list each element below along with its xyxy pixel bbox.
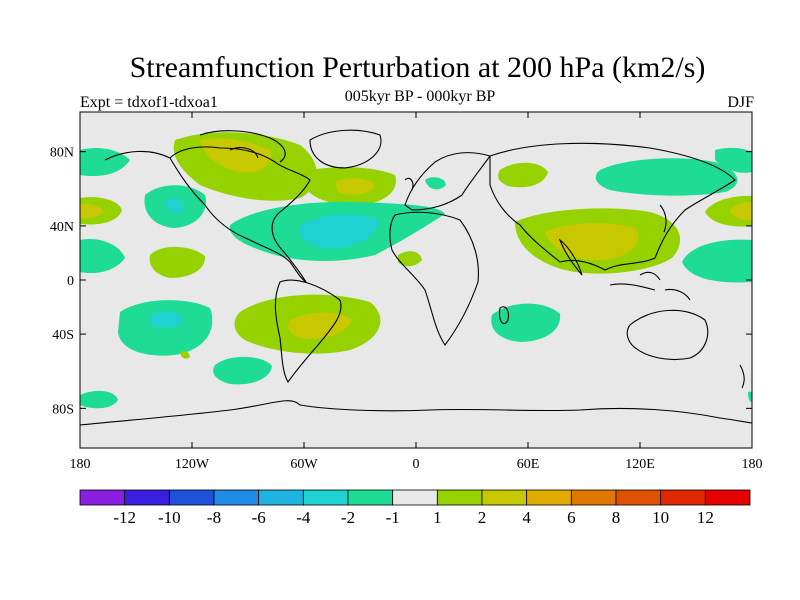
x-tick-label: 60W: [290, 457, 318, 472]
colorbar-swatch: [436, 489, 483, 506]
coastline-madagascar: [499, 306, 509, 325]
coastline-africa: [389, 211, 479, 346]
colorbar-label: -10: [158, 508, 181, 527]
contour-region: [682, 239, 752, 283]
contour-region: [545, 223, 639, 261]
contour-region: [705, 195, 752, 227]
coastline-canada-arctic: [199, 130, 286, 163]
contour-region: [213, 356, 272, 385]
experiment-label: Expt = tdxof1-tdxoa1: [80, 94, 218, 111]
coastline-australia: [626, 309, 709, 361]
x-tick-label: 180: [70, 457, 91, 472]
coastline-india: [558, 238, 583, 276]
x-tick-label: 60E: [517, 457, 540, 472]
x-tick-label: 120W: [175, 457, 210, 472]
coastline-japan: [659, 204, 667, 233]
colorbar-swatch: [213, 489, 260, 506]
colorbar-swatch: [526, 489, 572, 506]
coastline-north-america: [104, 146, 311, 283]
colorbar-swatch: [704, 489, 751, 506]
colorbar-swatch: [258, 489, 304, 506]
coastlines: [80, 129, 752, 426]
x-tick-label: 120E: [625, 457, 655, 472]
colorbar-label: 1: [433, 508, 442, 527]
contour-region: [150, 311, 184, 328]
colorbar-swatch: [347, 489, 394, 506]
season-label: DJF: [727, 94, 754, 111]
coastline-new-zealand: [739, 364, 745, 389]
contour-region: [748, 391, 752, 402]
colorbar-label: 12: [697, 508, 714, 527]
chart-subtitle: 005kyr BP - 000kyr BP: [344, 88, 496, 105]
contour-region: [165, 198, 185, 213]
x-tick-label: 180: [742, 457, 763, 472]
colorbar-label: 10: [652, 508, 669, 527]
colorbar-label: -1: [386, 508, 400, 527]
colorbar-swatch: [302, 489, 349, 506]
axes: 180 120W 60W 0 60E 120E 180 80N 40N 0 40S 80S: [50, 112, 763, 472]
contour-region: [595, 158, 738, 196]
y-tick-label: 0: [67, 274, 74, 289]
colorbar-label: 4: [522, 508, 531, 527]
colorbar-label: -4: [296, 508, 311, 527]
contour-region: [80, 390, 118, 409]
colorbar-label: 2: [478, 508, 487, 527]
contour-region: [287, 312, 352, 340]
colorbar-label: -6: [252, 508, 266, 527]
contour-region: [425, 177, 446, 190]
y-tick-label: 40S: [52, 328, 74, 343]
contour-region: [80, 203, 103, 219]
contour-region: [180, 351, 190, 359]
colorbar-swatch: [392, 489, 438, 506]
colorbar-label: 8: [612, 508, 621, 527]
colorbar: -12 -10 -8 -6 -4 -2 -1 1 2 4 6 8 10 12: [79, 489, 751, 527]
colorbar-label: -8: [207, 508, 221, 527]
colorbar-swatch: [168, 489, 215, 506]
x-tick-label: 0: [413, 457, 420, 472]
colorbar-swatch: [570, 489, 617, 506]
coastline-indonesia: [609, 271, 691, 301]
coastline-greenland: [309, 129, 382, 169]
colorbar-swatch: [481, 489, 528, 506]
chart-title: Streamfunction Perturbation at 200 hPa (…: [129, 51, 706, 84]
contour-region: [149, 246, 206, 278]
coastline-uk: [404, 177, 414, 191]
contour-region: [299, 214, 380, 249]
colorbar-swatch: [124, 489, 170, 506]
contour-region: [335, 178, 375, 195]
contour-region: [498, 162, 548, 188]
colorbar-label: -2: [341, 508, 355, 527]
y-tick-label: 40N: [50, 220, 74, 235]
colorbar-swatch: [615, 489, 662, 506]
coastline-antarctica: [80, 400, 752, 426]
contour-region: [715, 147, 752, 173]
y-tick-label: 80N: [50, 146, 74, 161]
colorbar-label: -12: [113, 508, 136, 527]
y-tick-label: 80S: [52, 402, 74, 417]
colorbar-label: 6: [567, 508, 576, 527]
coastline-south-america: [274, 279, 342, 384]
colorbar-swatch: [660, 489, 706, 506]
contour-region: [730, 202, 752, 220]
contour-region: [80, 239, 125, 274]
contour-region: [398, 251, 422, 267]
contour-region: [200, 138, 271, 173]
colorbar-swatch: [79, 489, 126, 506]
field-layer: [80, 132, 752, 409]
coastline-asia: [489, 142, 736, 271]
contour-region: [118, 300, 213, 356]
